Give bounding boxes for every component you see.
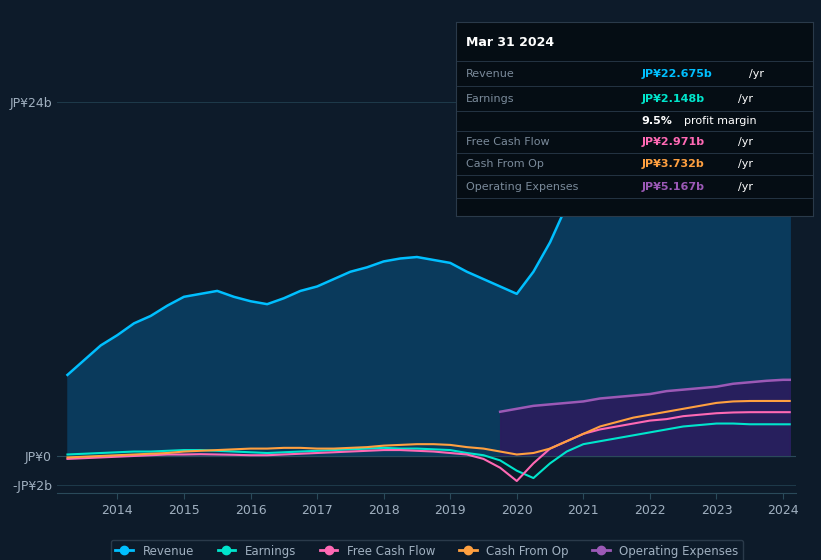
Text: JP¥2.971b: JP¥2.971b xyxy=(641,137,704,147)
Text: JP¥3.732b: JP¥3.732b xyxy=(641,159,704,169)
Text: Free Cash Flow: Free Cash Flow xyxy=(466,137,550,147)
Legend: Revenue, Earnings, Free Cash Flow, Cash From Op, Operating Expenses: Revenue, Earnings, Free Cash Flow, Cash … xyxy=(111,540,743,560)
Text: JP¥22.675b: JP¥22.675b xyxy=(641,68,712,78)
Text: Cash From Op: Cash From Op xyxy=(466,159,544,169)
Text: Operating Expenses: Operating Expenses xyxy=(466,181,579,192)
Text: profit margin: profit margin xyxy=(684,116,757,126)
Text: JP¥2.148b: JP¥2.148b xyxy=(641,94,704,104)
Text: Mar 31 2024: Mar 31 2024 xyxy=(466,36,554,49)
Text: /yr: /yr xyxy=(749,68,764,78)
Text: /yr: /yr xyxy=(738,159,753,169)
Text: /yr: /yr xyxy=(738,181,753,192)
Text: Earnings: Earnings xyxy=(466,94,515,104)
Text: Revenue: Revenue xyxy=(466,68,515,78)
Text: JP¥5.167b: JP¥5.167b xyxy=(641,181,704,192)
Text: 9.5%: 9.5% xyxy=(641,116,672,126)
Text: /yr: /yr xyxy=(738,94,753,104)
Text: /yr: /yr xyxy=(738,137,753,147)
